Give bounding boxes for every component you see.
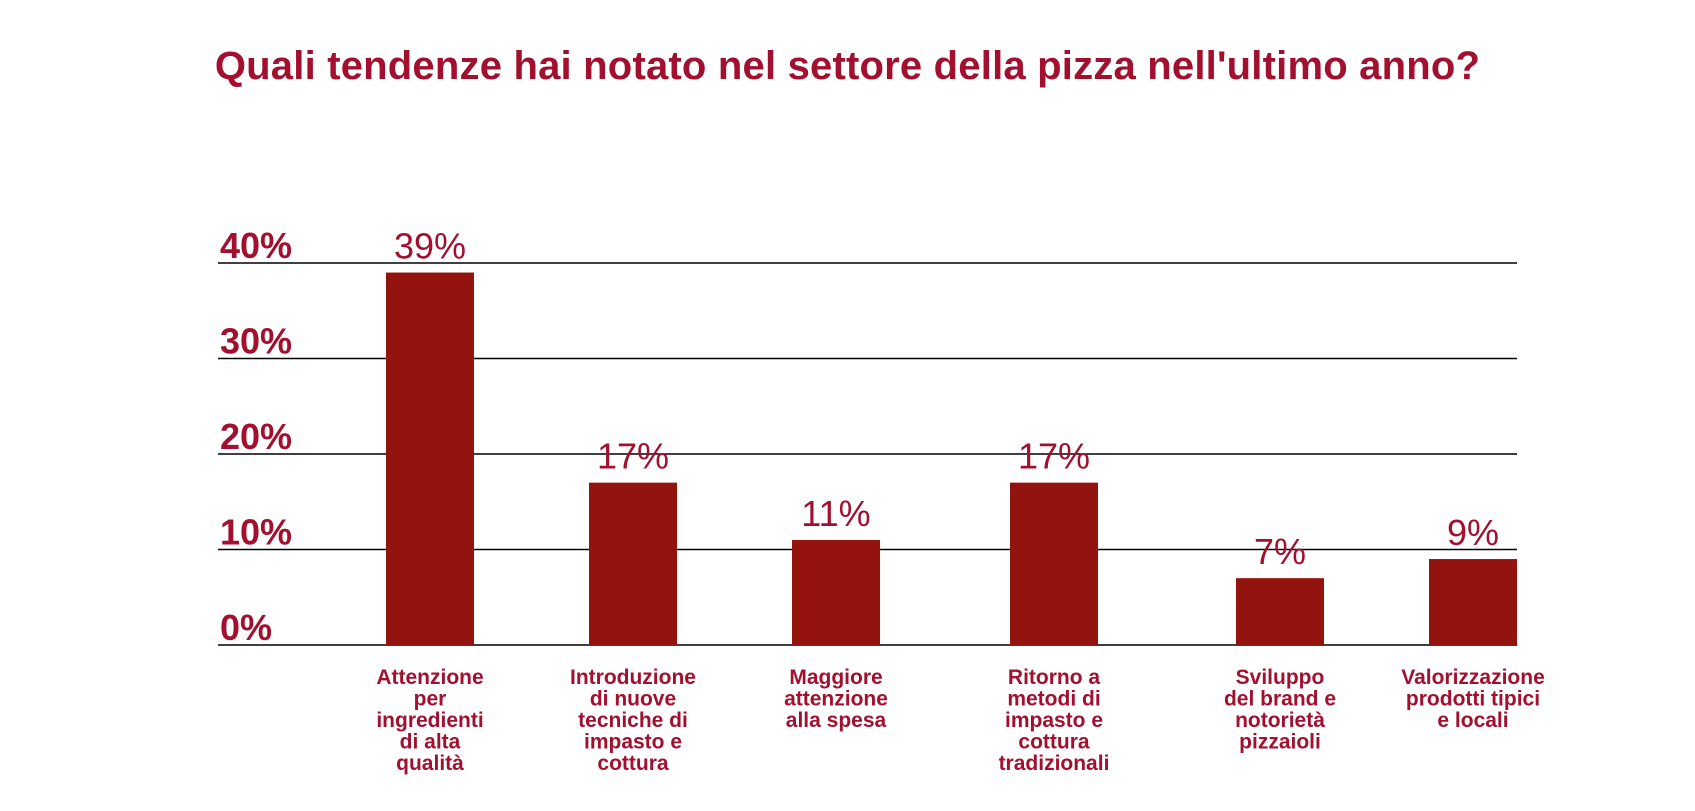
value-labels: 39% 17% 11% 17% 7% 9% <box>394 226 1499 573</box>
bar <box>1429 559 1517 645</box>
value-label: 39% <box>394 226 466 267</box>
bar <box>589 482 677 645</box>
value-label: 17% <box>1018 436 1090 477</box>
category-label: Ritorno a metodi di impasto e cottura tradiz… <box>999 666 1110 775</box>
bar <box>1010 482 1098 645</box>
y-tick-label: 20% <box>220 416 292 457</box>
value-label: 9% <box>1447 512 1499 553</box>
y-axis-ticks: 0% 10% 20% 30% 40% <box>220 225 292 648</box>
category-label: Sviluppo del brand e notorietà pizzaioli <box>1224 666 1336 754</box>
y-tick-label: 30% <box>220 321 292 362</box>
value-label: 7% <box>1254 531 1306 572</box>
chart-title: Quali tendenze hai notato nel settore de… <box>214 44 1481 88</box>
bar <box>386 272 474 645</box>
category-label: Attenzione per ingredienti di alta qualità <box>376 666 483 775</box>
category-label: Valorizzazione prodotti tipici e locali <box>1401 666 1545 732</box>
bar <box>792 539 880 645</box>
category-label: Maggiore attenzione alla spesa <box>784 666 888 732</box>
y-tick-label: 0% <box>220 607 272 648</box>
value-label: 11% <box>801 493 870 534</box>
y-tick-label: 40% <box>220 225 292 266</box>
category-labels: Attenzione per ingredienti di alta qualità In… <box>376 666 1544 775</box>
y-tick-label: 10% <box>220 512 292 553</box>
bars <box>386 272 1517 645</box>
value-label: 17% <box>597 436 669 477</box>
category-label: Introduzione di nuove tecniche di impasto e… <box>570 666 696 775</box>
bar <box>1236 578 1324 645</box>
